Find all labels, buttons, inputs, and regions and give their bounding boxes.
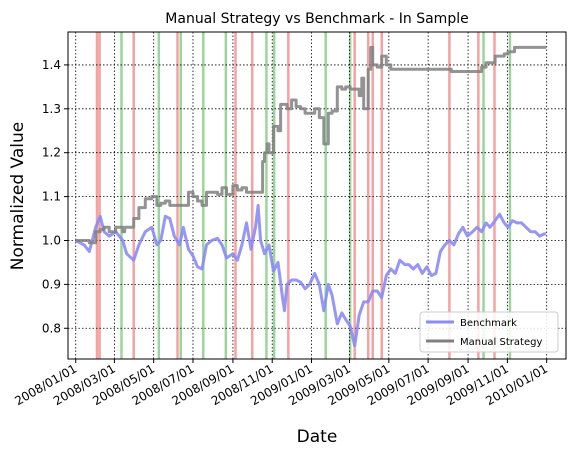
y-tick-label: 1.2 <box>42 146 61 160</box>
y-tick-label: 1.0 <box>42 233 61 247</box>
legend-label-benchmark: Benchmark <box>460 318 517 329</box>
y-axis-label: Normalized Value <box>8 122 28 271</box>
y-tick-label: 1.3 <box>42 102 61 116</box>
legend: Benchmark Manual Strategy <box>419 311 559 353</box>
x-axis-label: Date <box>297 427 338 447</box>
manual-strategy-line <box>75 45 546 245</box>
y-tick-label: 1.4 <box>42 58 61 72</box>
legend-box <box>419 311 559 353</box>
chart-title: Manual Strategy vs Benchmark - In Sample <box>165 11 468 27</box>
y-tick-label: 1.1 <box>42 190 61 204</box>
series-lines <box>75 45 546 348</box>
plot-area-frame <box>67 31 567 360</box>
y-tick-label: 0.8 <box>42 321 61 335</box>
benchmark-line <box>75 203 546 348</box>
y-tick-label: 0.9 <box>42 277 61 291</box>
legend-label-manual-strategy: Manual Strategy <box>460 337 542 348</box>
